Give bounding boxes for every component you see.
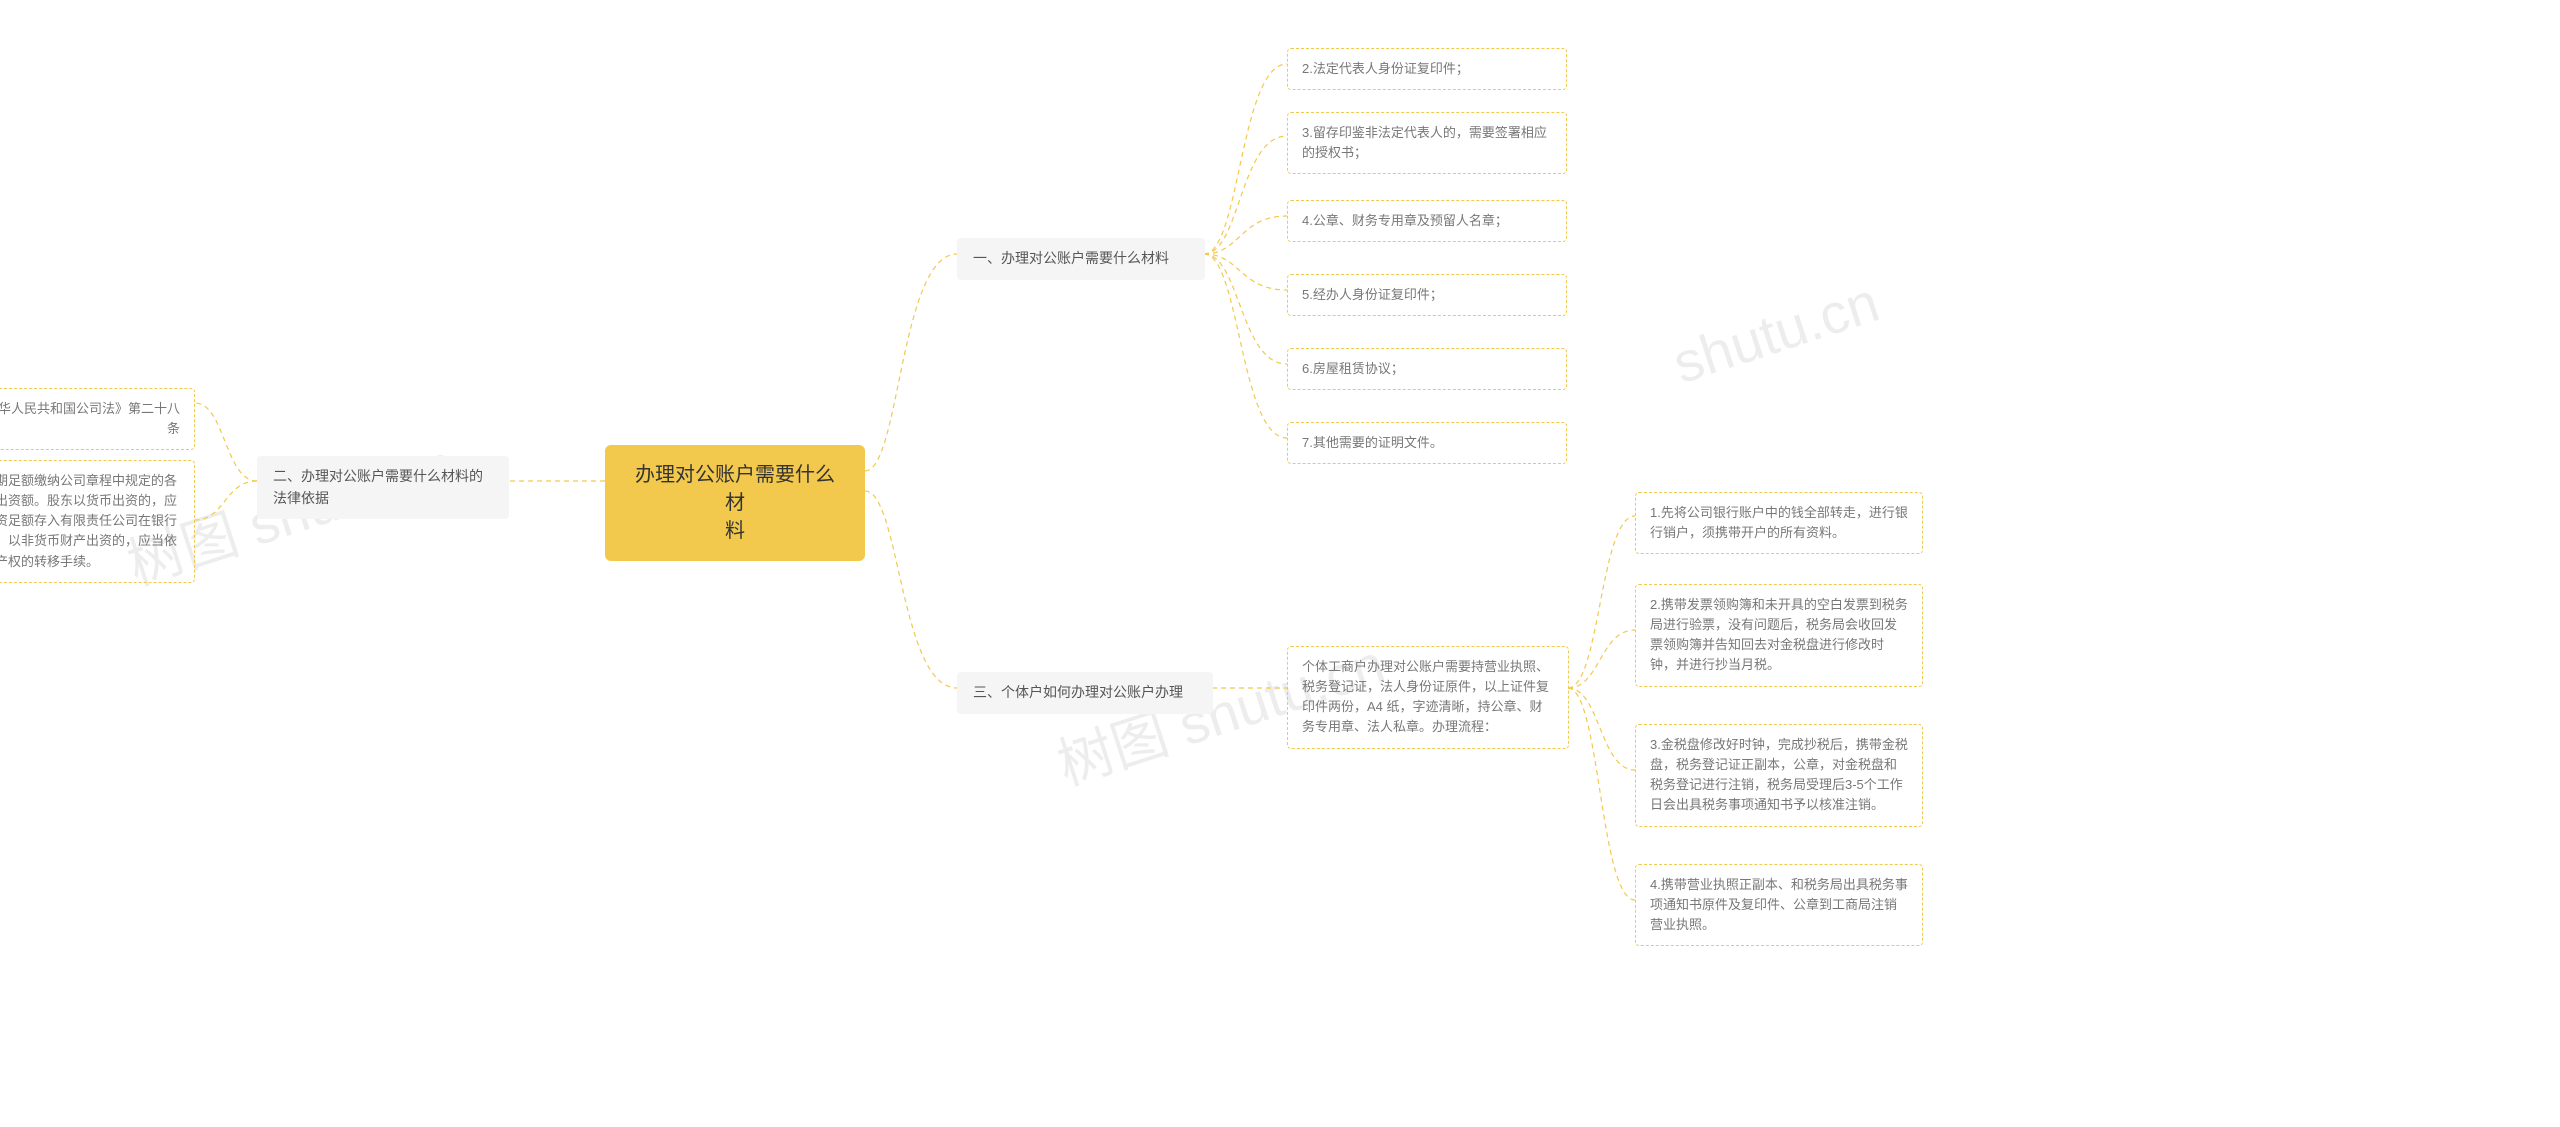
branch-1-leaf-1: 3.留存印鉴非法定代表人的，需要签署相应的授权书； [1287, 112, 1567, 174]
branch-3-leaf-0: 1.先将公司银行账户中的钱全部转走，进行银行销户，须携带开户的所有资料。 [1635, 492, 1923, 554]
leaf-text: 1.先将公司银行账户中的钱全部转走，进行银行销户，须携带开户的所有资料。 [1650, 505, 1908, 540]
branch-3-leaf-1: 2.携带发票领购簿和未开具的空白发票到税务局进行验票，没有问题后，税务局会收回发… [1635, 584, 1923, 687]
branch-1-label: 一、办理对公账户需要什么材料 [973, 250, 1169, 266]
branch-2: 二、办理对公账户需要什么材料的 法律依据 [257, 456, 509, 519]
branch-3-label: 三、个体户如何办理对公账户办理 [973, 684, 1183, 700]
branch-1-leaf-4: 6.房屋租赁协议； [1287, 348, 1567, 390]
branch-2-leaf-0: 《中华人民共和国公司法》第二十八条 [0, 388, 195, 450]
branch-3-intermediate: 个体工商户办理对公账户需要持营业执照、税务登记证，法人身份证原件，以上证件复印件… [1287, 646, 1569, 749]
branch-2-label-line1: 二、办理对公账户需要什么材料的 [273, 468, 483, 484]
branch-1-leaf-5: 7.其他需要的证明文件。 [1287, 422, 1567, 464]
leaf-text: 3.金税盘修改好时钟，完成抄税后，携带金税盘，税务登记证正副本，公章，对金税盘和… [1650, 737, 1908, 812]
leaf-text: 2.法定代表人身份证复印件； [1302, 61, 1469, 76]
branch-2-leaf-1: 股东应当按期足额缴纳公司章程中规定的各自所认缴的出资额。股东以货币出资的，应当将… [0, 460, 195, 583]
leaf-text: 2.携带发票领购簿和未开具的空白发票到税务局进行验票，没有问题后，税务局会收回发… [1650, 597, 1908, 672]
watermark: shutu.cn [1665, 269, 1886, 396]
leaf-text: 6.房屋租赁协议； [1302, 361, 1404, 376]
leaf-text: 3.留存印鉴非法定代表人的，需要签署相应的授权书； [1302, 125, 1547, 160]
leaf-text: 5.经办人身份证复印件； [1302, 287, 1443, 302]
branch-2-label-line2: 法律依据 [273, 490, 329, 506]
branch-1-leaf-3: 5.经办人身份证复印件； [1287, 274, 1567, 316]
branch-1-leaf-0: 2.法定代表人身份证复印件； [1287, 48, 1567, 90]
root-line2: 料 [725, 520, 745, 542]
leaf-text: 7.其他需要的证明文件。 [1302, 435, 1443, 450]
branch-1: 一、办理对公账户需要什么材料 [957, 238, 1205, 280]
leaf-text: 个体工商户办理对公账户需要持营业执照、税务登记证，法人身份证原件，以上证件复印件… [1302, 659, 1549, 734]
leaf-text: 《中华人民共和国公司法》第二十八条 [0, 401, 180, 436]
leaf-text: 4.携带营业执照正副本、和税务局出具税务事项通知书原件及复印件、公章到工商局注销… [1650, 877, 1908, 932]
leaf-text: 股东应当按期足额缴纳公司章程中规定的各自所认缴的出资额。股东以货币出资的，应当将… [0, 473, 177, 569]
branch-3: 三、个体户如何办理对公账户办理 [957, 672, 1213, 714]
root-line1: 办理对公账户需要什么材 [635, 464, 835, 514]
connectors [0, 0, 2560, 1127]
branch-3-leaf-2: 3.金税盘修改好时钟，完成抄税后，携带金税盘，税务登记证正副本，公章，对金税盘和… [1635, 724, 1923, 827]
branch-1-leaf-2: 4.公章、财务专用章及预留人名章； [1287, 200, 1567, 242]
branch-3-leaf-3: 4.携带营业执照正副本、和税务局出具税务事项通知书原件及复印件、公章到工商局注销… [1635, 864, 1923, 946]
root-node: 办理对公账户需要什么材 料 [605, 445, 865, 561]
leaf-text: 4.公章、财务专用章及预留人名章； [1302, 213, 1508, 228]
